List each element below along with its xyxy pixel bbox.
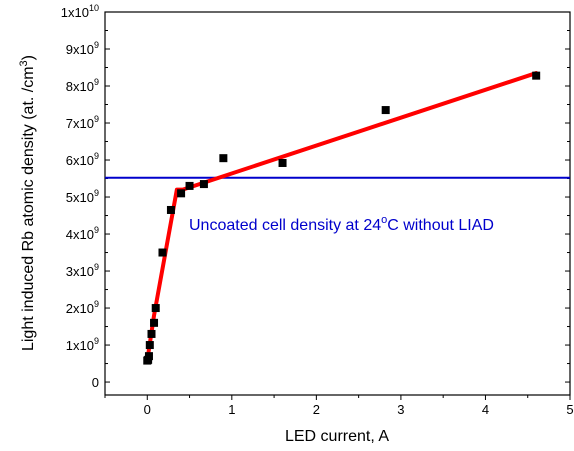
x-tick-label: 2 bbox=[313, 402, 320, 417]
annotation-sup: o bbox=[381, 214, 387, 226]
data-point bbox=[145, 341, 154, 350]
data-point bbox=[151, 304, 160, 313]
y-tick-label: 5x109 bbox=[66, 188, 99, 205]
y-tick-label: 9x109 bbox=[66, 40, 99, 57]
x-tick-label: 4 bbox=[482, 402, 489, 417]
data-point bbox=[219, 154, 228, 163]
y-axis-title-sup: 3 bbox=[18, 60, 30, 66]
x-tick-label: 1 bbox=[228, 402, 235, 417]
y-tick-label: 7x109 bbox=[66, 114, 99, 131]
y-tick-label: 1x109 bbox=[66, 336, 99, 353]
annotation: Uncoated cell density at 24oC without LI… bbox=[189, 214, 494, 234]
data-point bbox=[144, 352, 153, 361]
y-tick-label: 8x109 bbox=[66, 77, 99, 94]
data-point bbox=[158, 248, 167, 257]
data-points bbox=[143, 71, 541, 365]
data-point bbox=[278, 158, 287, 167]
x-tick-label: 3 bbox=[397, 402, 404, 417]
y-tick-label: 0 bbox=[92, 375, 99, 390]
data-point bbox=[381, 106, 390, 115]
y-tick-label: 4x109 bbox=[66, 225, 99, 242]
data-point bbox=[147, 329, 156, 338]
y-tick-label: 6x109 bbox=[66, 151, 99, 168]
data-point bbox=[150, 318, 159, 327]
x-tick-label: 0 bbox=[144, 402, 151, 417]
data-point bbox=[177, 189, 186, 198]
x-axis-ticks: 0 1 2 3 4 5 bbox=[104, 395, 574, 417]
y-tick-label: 1x1010 bbox=[61, 3, 99, 20]
y-tick-label: 2x109 bbox=[66, 299, 99, 316]
x-axis-title: LED current, A bbox=[285, 428, 389, 445]
plot-area bbox=[104, 11, 571, 396]
data-point bbox=[166, 205, 175, 214]
data-point bbox=[185, 181, 194, 190]
y-tick-label: 3x109 bbox=[66, 262, 99, 279]
annotation-text-after: C without LIAD bbox=[387, 217, 494, 234]
x-tick-label: 5 bbox=[566, 402, 573, 417]
y-axis-title-main: Light induced Rb atomic density (at. /cm bbox=[20, 66, 37, 351]
y-axis-title-end: ) bbox=[20, 55, 37, 60]
annotation-text-before: Uncoated cell density at 24 bbox=[189, 217, 381, 234]
y-axis-ticks: 0 1x109 2x109 3x109 4x109 5x109 6x109 7x109 8x10… bbox=[61, 3, 570, 390]
data-point bbox=[532, 71, 541, 80]
data-point bbox=[199, 180, 208, 189]
y-axis-title: Light induced Rb atomic density (at. /cm… bbox=[18, 55, 37, 351]
